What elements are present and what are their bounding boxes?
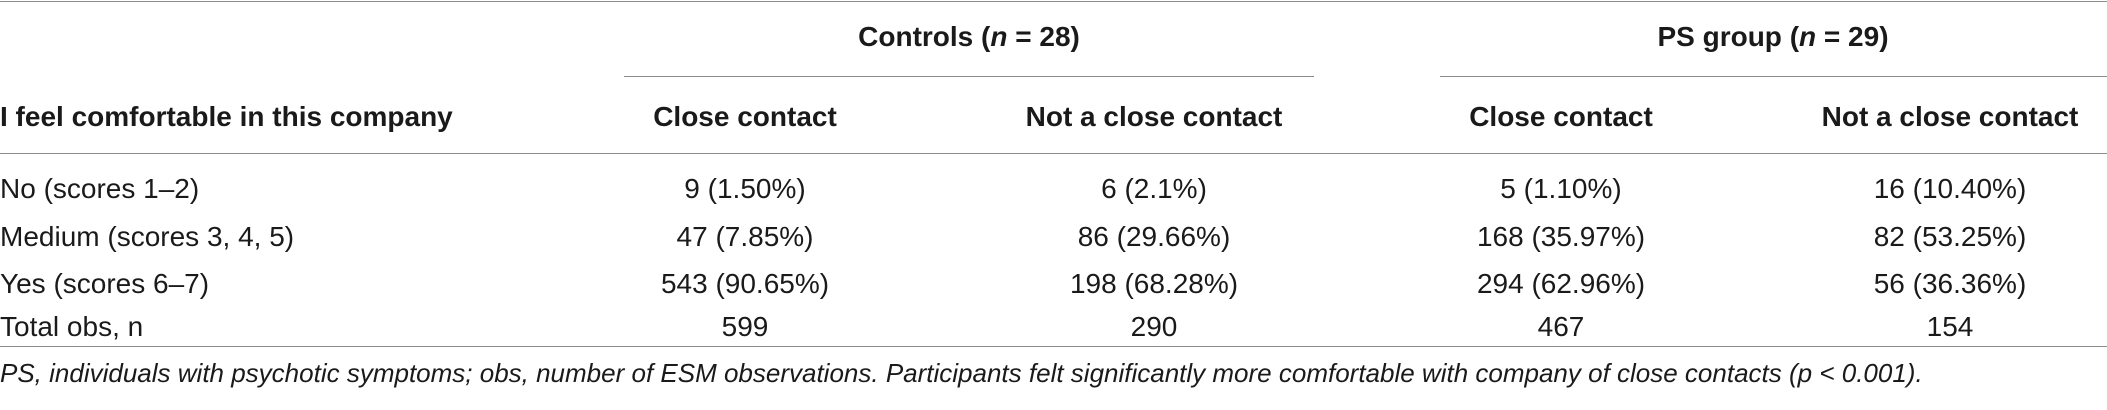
- subheader-ps-not-close: Not a close contact: [1821, 101, 2079, 132]
- table-cell: 294 (62.96%): [1476, 268, 1646, 299]
- header-bottom-rule: [0, 153, 2107, 154]
- group-label: PS group: [1657, 21, 1782, 52]
- group-header-ps: PS group (n = 29): [1657, 21, 1889, 52]
- group-n-label: n: [990, 21, 1008, 52]
- table-cell: 9 (1.50%): [684, 173, 806, 204]
- group-label: Controls: [858, 21, 974, 52]
- row-header: I feel comfortable in this company: [0, 101, 453, 132]
- table-cell: 6 (2.1%): [1101, 173, 1207, 204]
- group-n-value: = 29: [1816, 21, 1880, 52]
- table-bottom-rule: [0, 346, 2107, 347]
- controls-group-rule: [624, 76, 1314, 77]
- table-footnote: PS, individuals with psychotic symptoms;…: [0, 358, 1923, 388]
- table-cell: 47 (7.85%): [676, 221, 814, 252]
- table-cell: 467: [1537, 311, 1585, 342]
- table-cell: 168 (35.97%): [1476, 221, 1646, 252]
- table-cell: 56 (36.36%): [1873, 268, 2027, 299]
- group-n-label: n: [1799, 21, 1817, 52]
- ps-group-rule: [1440, 76, 2107, 77]
- row-label: Yes (scores 6–7): [0, 268, 210, 299]
- row-label: No (scores 1–2): [0, 173, 200, 204]
- subheader-controls-not-close: Not a close contact: [1025, 101, 1283, 132]
- group-n-value: = 28: [1007, 21, 1071, 52]
- row-label: Medium (scores 3, 4, 5): [0, 221, 295, 252]
- table-cell: 154: [1926, 311, 1974, 342]
- table-cell: 82 (53.25%): [1873, 221, 2027, 252]
- table-cell: 290: [1130, 311, 1178, 342]
- table-cell: 5 (1.10%): [1500, 173, 1622, 204]
- table-cell: 599: [721, 311, 769, 342]
- group-header-controls: Controls (n = 28): [858, 21, 1080, 52]
- table-cell: 543 (90.65%): [660, 268, 830, 299]
- subheader-ps-close: Close contact: [1469, 101, 1653, 132]
- row-label: Total obs, n: [0, 311, 144, 342]
- table-cell: 198 (68.28%): [1069, 268, 1239, 299]
- table-top-rule: [0, 1, 2107, 2]
- subheader-controls-close: Close contact: [653, 101, 837, 132]
- table-cell: 86 (29.66%): [1077, 221, 1231, 252]
- table-cell: 16 (10.40%): [1873, 173, 2027, 204]
